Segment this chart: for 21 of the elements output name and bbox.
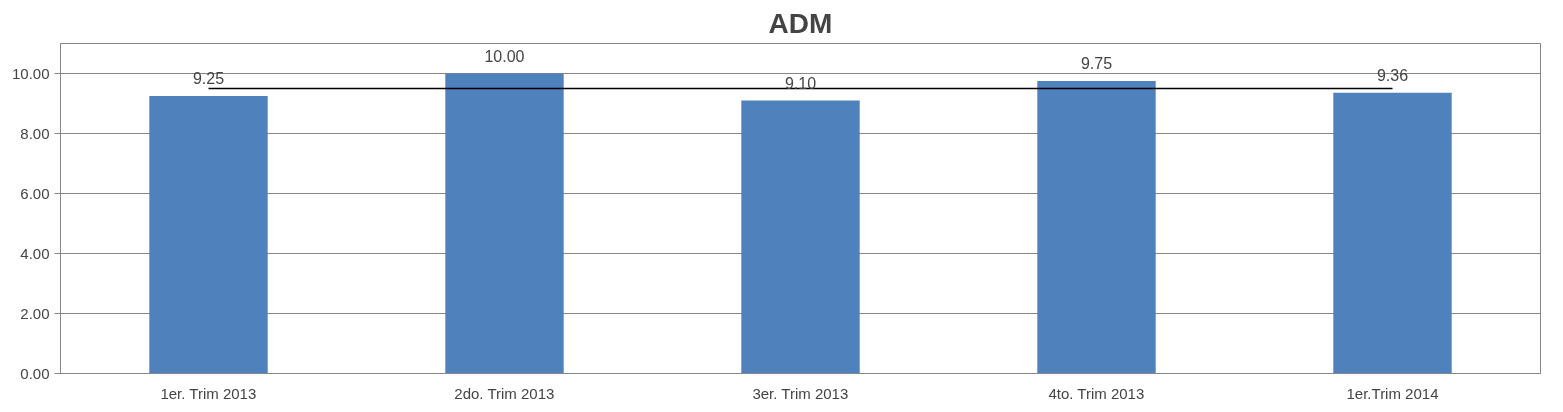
data-label: 10.00: [484, 47, 525, 65]
x-tick-label: 1er. Trim 2013: [160, 384, 257, 402]
bar: [1333, 92, 1452, 374]
data-label: 9.10: [784, 74, 817, 92]
data-label: 9.75: [1080, 55, 1113, 72]
bar: [1037, 81, 1156, 374]
y-tick-label: 10.00: [11, 64, 50, 82]
x-tick-label: 1er.Trim 2014: [1346, 384, 1439, 402]
y-tick-label: 8.00: [20, 124, 50, 142]
bar: [149, 96, 268, 374]
y-tick-label: 4.00: [20, 244, 50, 262]
bar: [741, 100, 860, 374]
y-tick-label: 2.00: [20, 304, 50, 322]
y-tick-label: 6.00: [20, 184, 50, 202]
bar: [445, 73, 564, 374]
chart-title: ADM: [768, 7, 833, 39]
x-tick-label: 3er. Trim 2013: [752, 384, 849, 402]
x-tick-label: 2do. Trim 2013: [454, 384, 555, 402]
data-label: 9.25: [192, 70, 225, 87]
y-tick-label: 0.00: [20, 364, 50, 382]
x-tick-label: 4to. Trim 2013: [1048, 384, 1145, 402]
